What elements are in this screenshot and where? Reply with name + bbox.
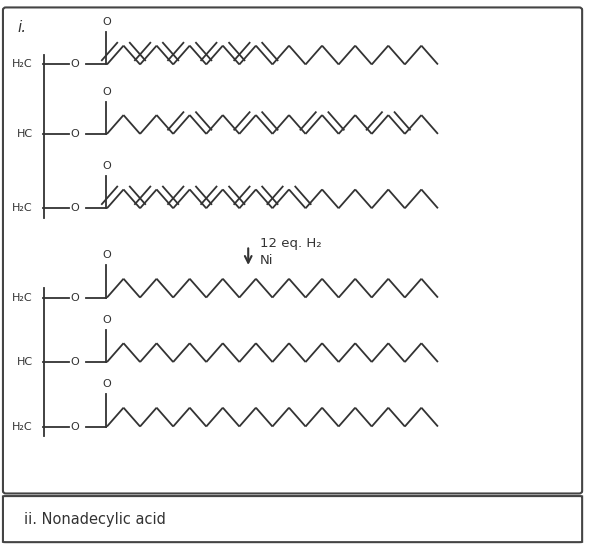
Text: HC: HC — [17, 129, 33, 139]
Text: 12 eq. H₂: 12 eq. H₂ — [260, 237, 322, 250]
Text: ii. Nonadecylic acid: ii. Nonadecylic acid — [24, 512, 165, 526]
Text: O: O — [71, 129, 79, 139]
Text: O: O — [71, 293, 79, 302]
Text: O: O — [102, 379, 111, 389]
Text: O: O — [71, 59, 79, 69]
Text: H₂C: H₂C — [12, 203, 33, 213]
Text: O: O — [102, 17, 111, 27]
Text: H₂C: H₂C — [12, 421, 33, 432]
Text: Ni: Ni — [260, 254, 274, 267]
Text: O: O — [102, 250, 111, 261]
Text: O: O — [102, 315, 111, 325]
Text: O: O — [71, 357, 79, 367]
Text: H₂C: H₂C — [12, 59, 33, 69]
Text: O: O — [102, 161, 111, 171]
Text: i.: i. — [18, 20, 27, 35]
Text: H₂C: H₂C — [12, 293, 33, 302]
Text: HC: HC — [17, 357, 33, 367]
Text: O: O — [102, 87, 111, 96]
Text: O: O — [71, 203, 79, 213]
Text: O: O — [71, 421, 79, 432]
